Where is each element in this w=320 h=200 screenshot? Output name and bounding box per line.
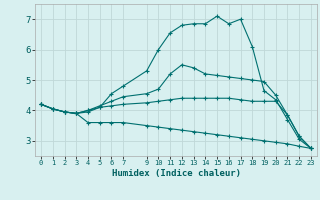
X-axis label: Humidex (Indice chaleur): Humidex (Indice chaleur)	[111, 169, 241, 178]
